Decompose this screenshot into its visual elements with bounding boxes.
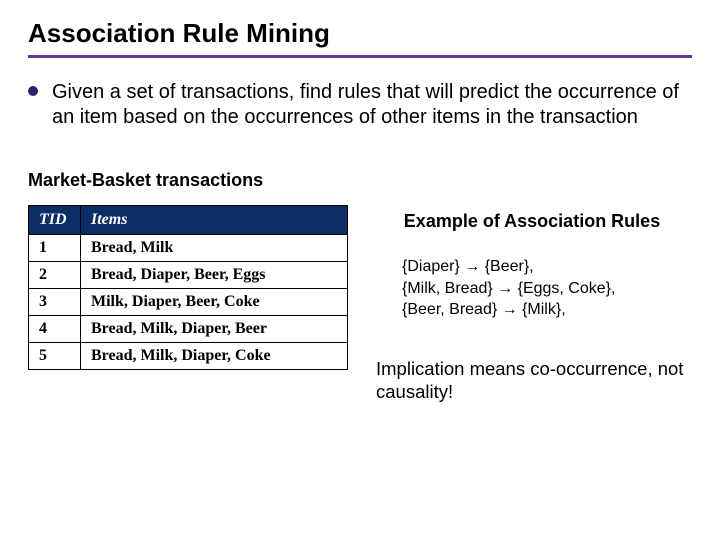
implication-note: Implication means co-occurrence, not cau… — [372, 357, 692, 403]
table-row: 5 Bread, Milk, Diaper, Coke — [29, 343, 348, 370]
main-point: Given a set of transactions, find rules … — [28, 80, 692, 130]
cell-tid: 2 — [29, 262, 81, 289]
content-row: TID Items 1 Bread, Milk 2 Bread, Diaper,… — [28, 205, 692, 403]
cell-tid: 1 — [29, 235, 81, 262]
rule-item: {Beer, Bread} → {Milk}, — [402, 299, 692, 321]
cell-items: Bread, Milk, Diaper, Beer — [81, 316, 348, 343]
table-row: 3 Milk, Diaper, Beer, Coke — [29, 289, 348, 316]
cell-tid: 3 — [29, 289, 81, 316]
cell-items: Bread, Diaper, Beer, Eggs — [81, 262, 348, 289]
col-tid: TID — [29, 206, 81, 235]
cell-tid: 5 — [29, 343, 81, 370]
rule-list: {Diaper} → {Beer}, {Milk, Bread} → {Eggs… — [372, 256, 692, 321]
table-row: 2 Bread, Diaper, Beer, Eggs — [29, 262, 348, 289]
table-row: 1 Bread, Milk — [29, 235, 348, 262]
transactions-table: TID Items 1 Bread, Milk 2 Bread, Diaper,… — [28, 205, 348, 370]
slide-title: Association Rule Mining — [28, 18, 692, 49]
cell-items: Bread, Milk — [81, 235, 348, 262]
bullet-icon — [28, 86, 38, 96]
table-column: TID Items 1 Bread, Milk 2 Bread, Diaper,… — [28, 205, 348, 403]
cell-tid: 4 — [29, 316, 81, 343]
rule-item: {Diaper} → {Beer}, — [402, 256, 692, 278]
col-items: Items — [81, 206, 348, 235]
example-heading: Example of Association Rules — [372, 211, 692, 232]
table-header-row: TID Items — [29, 206, 348, 235]
rule-item: {Milk, Bread} → {Eggs, Coke}, — [402, 278, 692, 300]
main-point-text: Given a set of transactions, find rules … — [52, 80, 692, 130]
title-underline — [28, 55, 692, 58]
cell-items: Milk, Diaper, Beer, Coke — [81, 289, 348, 316]
table-row: 4 Bread, Milk, Diaper, Beer — [29, 316, 348, 343]
rules-column: Example of Association Rules {Diaper} → … — [372, 205, 692, 403]
cell-items: Bread, Milk, Diaper, Coke — [81, 343, 348, 370]
subtitle: Market-Basket transactions — [28, 170, 692, 191]
